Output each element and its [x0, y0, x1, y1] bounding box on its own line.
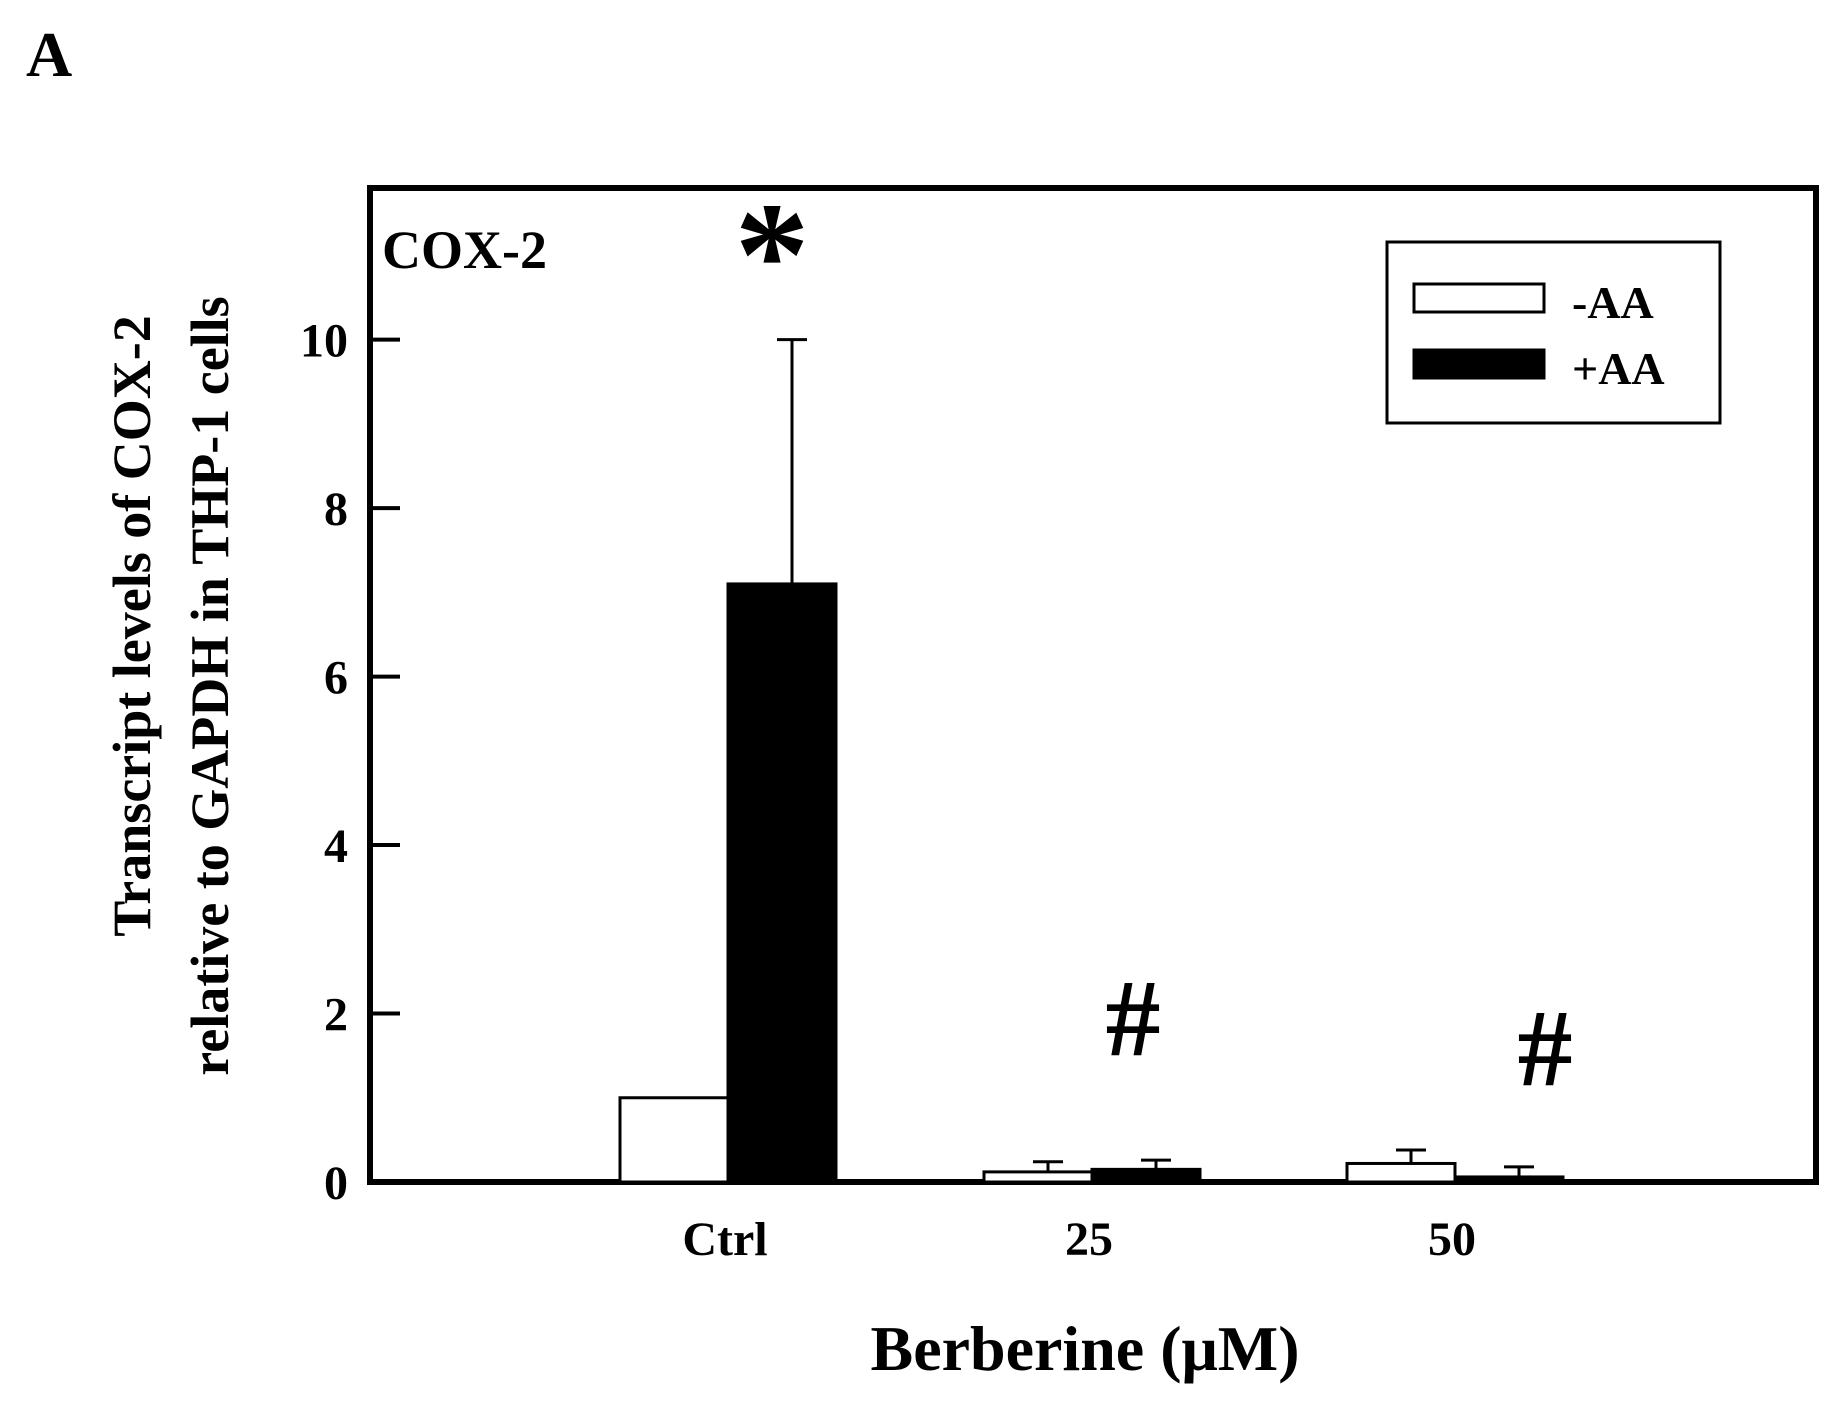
panel-label: A	[26, 19, 72, 90]
y-tick-label: 0	[324, 1157, 348, 1210]
legend-swatch-minus-aa	[1412, 282, 1546, 314]
y-tick-label: 8	[324, 483, 348, 536]
y-axis-title: Transcript levels of COX-2 relative to G…	[102, 296, 240, 1075]
bar-minus-aa-50	[1345, 1161, 1457, 1184]
y-tick-label: 4	[324, 820, 348, 873]
legend-frame	[1385, 240, 1722, 425]
bar-minus-aa-ctrl	[618, 1096, 730, 1184]
legend-label-minus-aa: -AA	[1572, 277, 1654, 328]
bar-plus-aa-25	[1090, 1167, 1202, 1184]
x-tick-label: Ctrl	[682, 1213, 767, 1266]
legend: -AA +AA	[1385, 240, 1722, 425]
chart-title: COX-2	[382, 220, 547, 280]
y-axis-title-line-1: Transcript levels of COX-2	[102, 315, 162, 936]
x-tick-label: 25	[1065, 1213, 1113, 1266]
significance-marker: *	[735, 172, 810, 338]
legend-swatch-plus-aa	[1412, 348, 1546, 380]
significance-marker: #	[1518, 987, 1573, 1109]
bars: * # #	[618, 172, 1573, 1184]
y-tick-label: 6	[324, 652, 348, 705]
bar-plus-aa-50	[1453, 1175, 1565, 1184]
y-axis: 0 2 4 6 8 10	[300, 315, 400, 1210]
bar-minus-aa-25	[982, 1170, 1094, 1184]
bar-plus-aa-ctrl	[726, 582, 838, 1184]
legend-label-plus-aa: +AA	[1572, 343, 1665, 394]
y-axis-title-line-2: relative to GAPDH in THP-1 cells	[180, 296, 240, 1075]
plot-area: 0 2 4 6 8 10 * # # Ctrl 25 50 COX-2	[300, 172, 1819, 1266]
x-axis-title: Berberine (μM)	[871, 1313, 1300, 1384]
x-axis: Ctrl 25 50	[682, 1213, 1476, 1266]
y-tick-label: 10	[300, 315, 348, 368]
y-tick-label: 2	[324, 989, 348, 1042]
significance-marker: #	[1106, 957, 1161, 1079]
x-tick-label: 50	[1428, 1213, 1476, 1266]
